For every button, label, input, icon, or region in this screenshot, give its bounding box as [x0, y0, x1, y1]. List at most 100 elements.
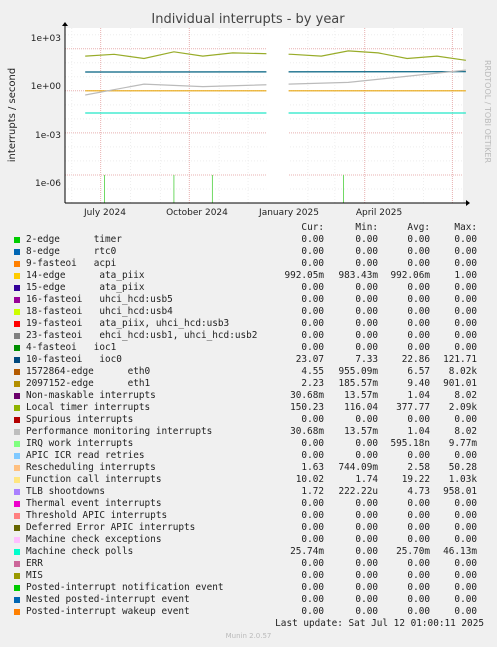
y-axis-arrow-icon [62, 22, 68, 26]
plot-background [65, 28, 463, 203]
legend-swatch [14, 297, 20, 303]
legend-cur-value: 23.07 [295, 354, 324, 365]
legend-cur-value: 0.00 [301, 330, 324, 341]
legend-avg-value: 2.58 [407, 462, 430, 473]
legend-swatch [14, 381, 20, 387]
series-line [85, 69, 466, 96]
legend-max-value: 0.00 [454, 498, 477, 509]
legend-max-value: 8.02 [454, 390, 477, 401]
legend-avg-value: 0.00 [407, 330, 430, 341]
legend-row: Spurious interrupts 0.00 0.00 0.00 0.00 [12, 414, 492, 426]
legend-min-value: 0.00 [355, 522, 378, 533]
legend-avg-value: 6.57 [407, 366, 430, 377]
legend-avg-value: 0.00 [407, 258, 430, 269]
legend-table: Cur: Min: Avg: Max: 2-edge timer 0.00 0.00… [12, 222, 492, 618]
legend-row: Rescheduling interrupts 1.63 744.09m 2.58 50… [12, 462, 492, 474]
legend-swatch [14, 417, 20, 423]
legend-series-name: Nested posted-interrupt event [26, 594, 190, 605]
legend-cur-value: 25.74m [290, 546, 324, 557]
legend-cur-value: 0.00 [301, 558, 324, 569]
legend-avg-value: 1.04 [407, 390, 430, 401]
legend-swatch [14, 501, 20, 507]
header-avg: Avg: [407, 222, 430, 233]
legend-max-value: 46.13m [443, 546, 477, 557]
legend-cur-value: 10.02 [295, 474, 324, 485]
legend-row: 15-edge ata_piix 0.00 0.00 0.00 0.00 [12, 282, 492, 294]
legend-max-value: 8.02k [448, 366, 477, 377]
legend-min-value: 0.00 [355, 234, 378, 245]
legend-max-value: 9.77m [448, 438, 477, 449]
legend-min-value: 0.00 [355, 570, 378, 581]
legend-min-value: 1.74 [355, 474, 378, 485]
legend-cur-value: 0.00 [301, 246, 324, 257]
legend-max-value: 0.00 [454, 330, 477, 341]
legend-max-value: 1.03k [448, 474, 477, 485]
legend-max-value: 0.00 [454, 282, 477, 293]
legend-max-value: 0.00 [454, 570, 477, 581]
legend-row: 2097152-edge eth1 2.23 185.57m 9.40 901.01 [12, 378, 492, 390]
legend-series-name: Posted-interrupt notification event [26, 582, 224, 593]
legend-avg-value: 595.18n [390, 438, 430, 449]
legend-swatch [14, 309, 20, 315]
legend-row: 9-fasteoi acpi 0.00 0.00 0.00 0.00 [12, 258, 492, 270]
legend-max-value: 0.00 [454, 594, 477, 605]
legend-row: 8-edge rtc0 0.00 0.00 0.00 0.00 [12, 246, 492, 258]
legend-max-value: 1.00 [454, 270, 477, 281]
chart-area: Individual interrupts - by year interrup… [7, 12, 492, 218]
legend-avg-value: 0.00 [407, 606, 430, 617]
legend-avg-value: 0.00 [407, 534, 430, 545]
legend-min-value: 0.00 [355, 450, 378, 461]
legend-min-value: 13.57m [344, 426, 378, 437]
legend-avg-value: 0.00 [407, 570, 430, 581]
y-axis-label: interrupts / second [7, 68, 18, 162]
legend-min-value: 0.00 [355, 594, 378, 605]
legend-max-value: 0.00 [454, 294, 477, 305]
legend-min-value: 0.00 [355, 414, 378, 425]
legend-max-value: 0.00 [454, 534, 477, 545]
legend-swatch [14, 585, 20, 591]
legend-avg-value: 0.00 [407, 246, 430, 257]
legend-cur-value: 0.00 [301, 318, 324, 329]
legend-min-value: 185.57m [338, 378, 378, 389]
legend-cur-value: 0.00 [301, 606, 324, 617]
legend-swatch [14, 465, 20, 471]
legend-row: 23-fasteoi ehci_hcd:usb1, uhci_hcd:usb2 0… [12, 330, 492, 342]
legend-series-name: APIC ICR read retries [26, 450, 145, 461]
legend-min-value: 0.00 [355, 510, 378, 521]
legend-row: Posted-interrupt notification event 0.00 0… [12, 582, 492, 594]
y-tick-labels: 1e+03 1e+00 1e-03 1e-06 [31, 34, 62, 189]
legend-avg-value: 19.22 [401, 474, 430, 485]
legend-series-name: Thermal event interrupts [26, 498, 162, 509]
legend-row: 19-fasteoi ata_piix, uhci_hcd:usb3 0.00 0.… [12, 318, 492, 330]
legend-cur-value: 2.23 [301, 378, 324, 389]
y-tick-label: 1e+00 [31, 82, 62, 92]
legend-cur-value: 1.72 [301, 486, 324, 497]
legend-min-value: 0.00 [355, 534, 378, 545]
legend-series-name: 1572864-edge eth0 [26, 366, 151, 377]
legend-swatch [14, 237, 20, 243]
legend-series-name: Function call interrupts [26, 474, 162, 485]
legend-max-value: 2.09k [448, 402, 477, 413]
legend-cur-value: 0.00 [301, 438, 324, 449]
legend-max-value: 8.02 [454, 426, 477, 437]
legend-swatch [14, 405, 20, 411]
legend-swatch [14, 549, 20, 555]
legend-avg-value: 0.00 [407, 282, 430, 293]
legend-min-value: 0.00 [355, 246, 378, 257]
legend-row: Non-maskable interrupts 30.68m 13.57m 1.04 8… [12, 390, 492, 402]
legend-avg-value: 0.00 [407, 294, 430, 305]
legend-cur-value: 0.00 [301, 450, 324, 461]
legend-row: 1572864-edge eth0 4.55 955.09m 6.57 8.02k [12, 366, 492, 378]
legend-swatch [14, 249, 20, 255]
legend-swatch [14, 261, 20, 267]
legend-row: 2-edge timer 0.00 0.00 0.00 0.00 [12, 234, 492, 246]
legend-series-name: 8-edge rtc0 [26, 246, 117, 257]
munin-version-text: Munin 2.0.57 [225, 632, 272, 640]
legend-series-name: Machine check polls [26, 546, 134, 557]
legend-swatch [14, 609, 20, 615]
legend-min-value: 0.00 [355, 606, 378, 617]
legend-cur-value: 30.68m [290, 390, 324, 401]
legend-series-name: 15-edge ata_piix [26, 282, 145, 293]
legend-cur-value: 0.00 [301, 594, 324, 605]
legend-avg-value: 992.06m [390, 270, 430, 281]
